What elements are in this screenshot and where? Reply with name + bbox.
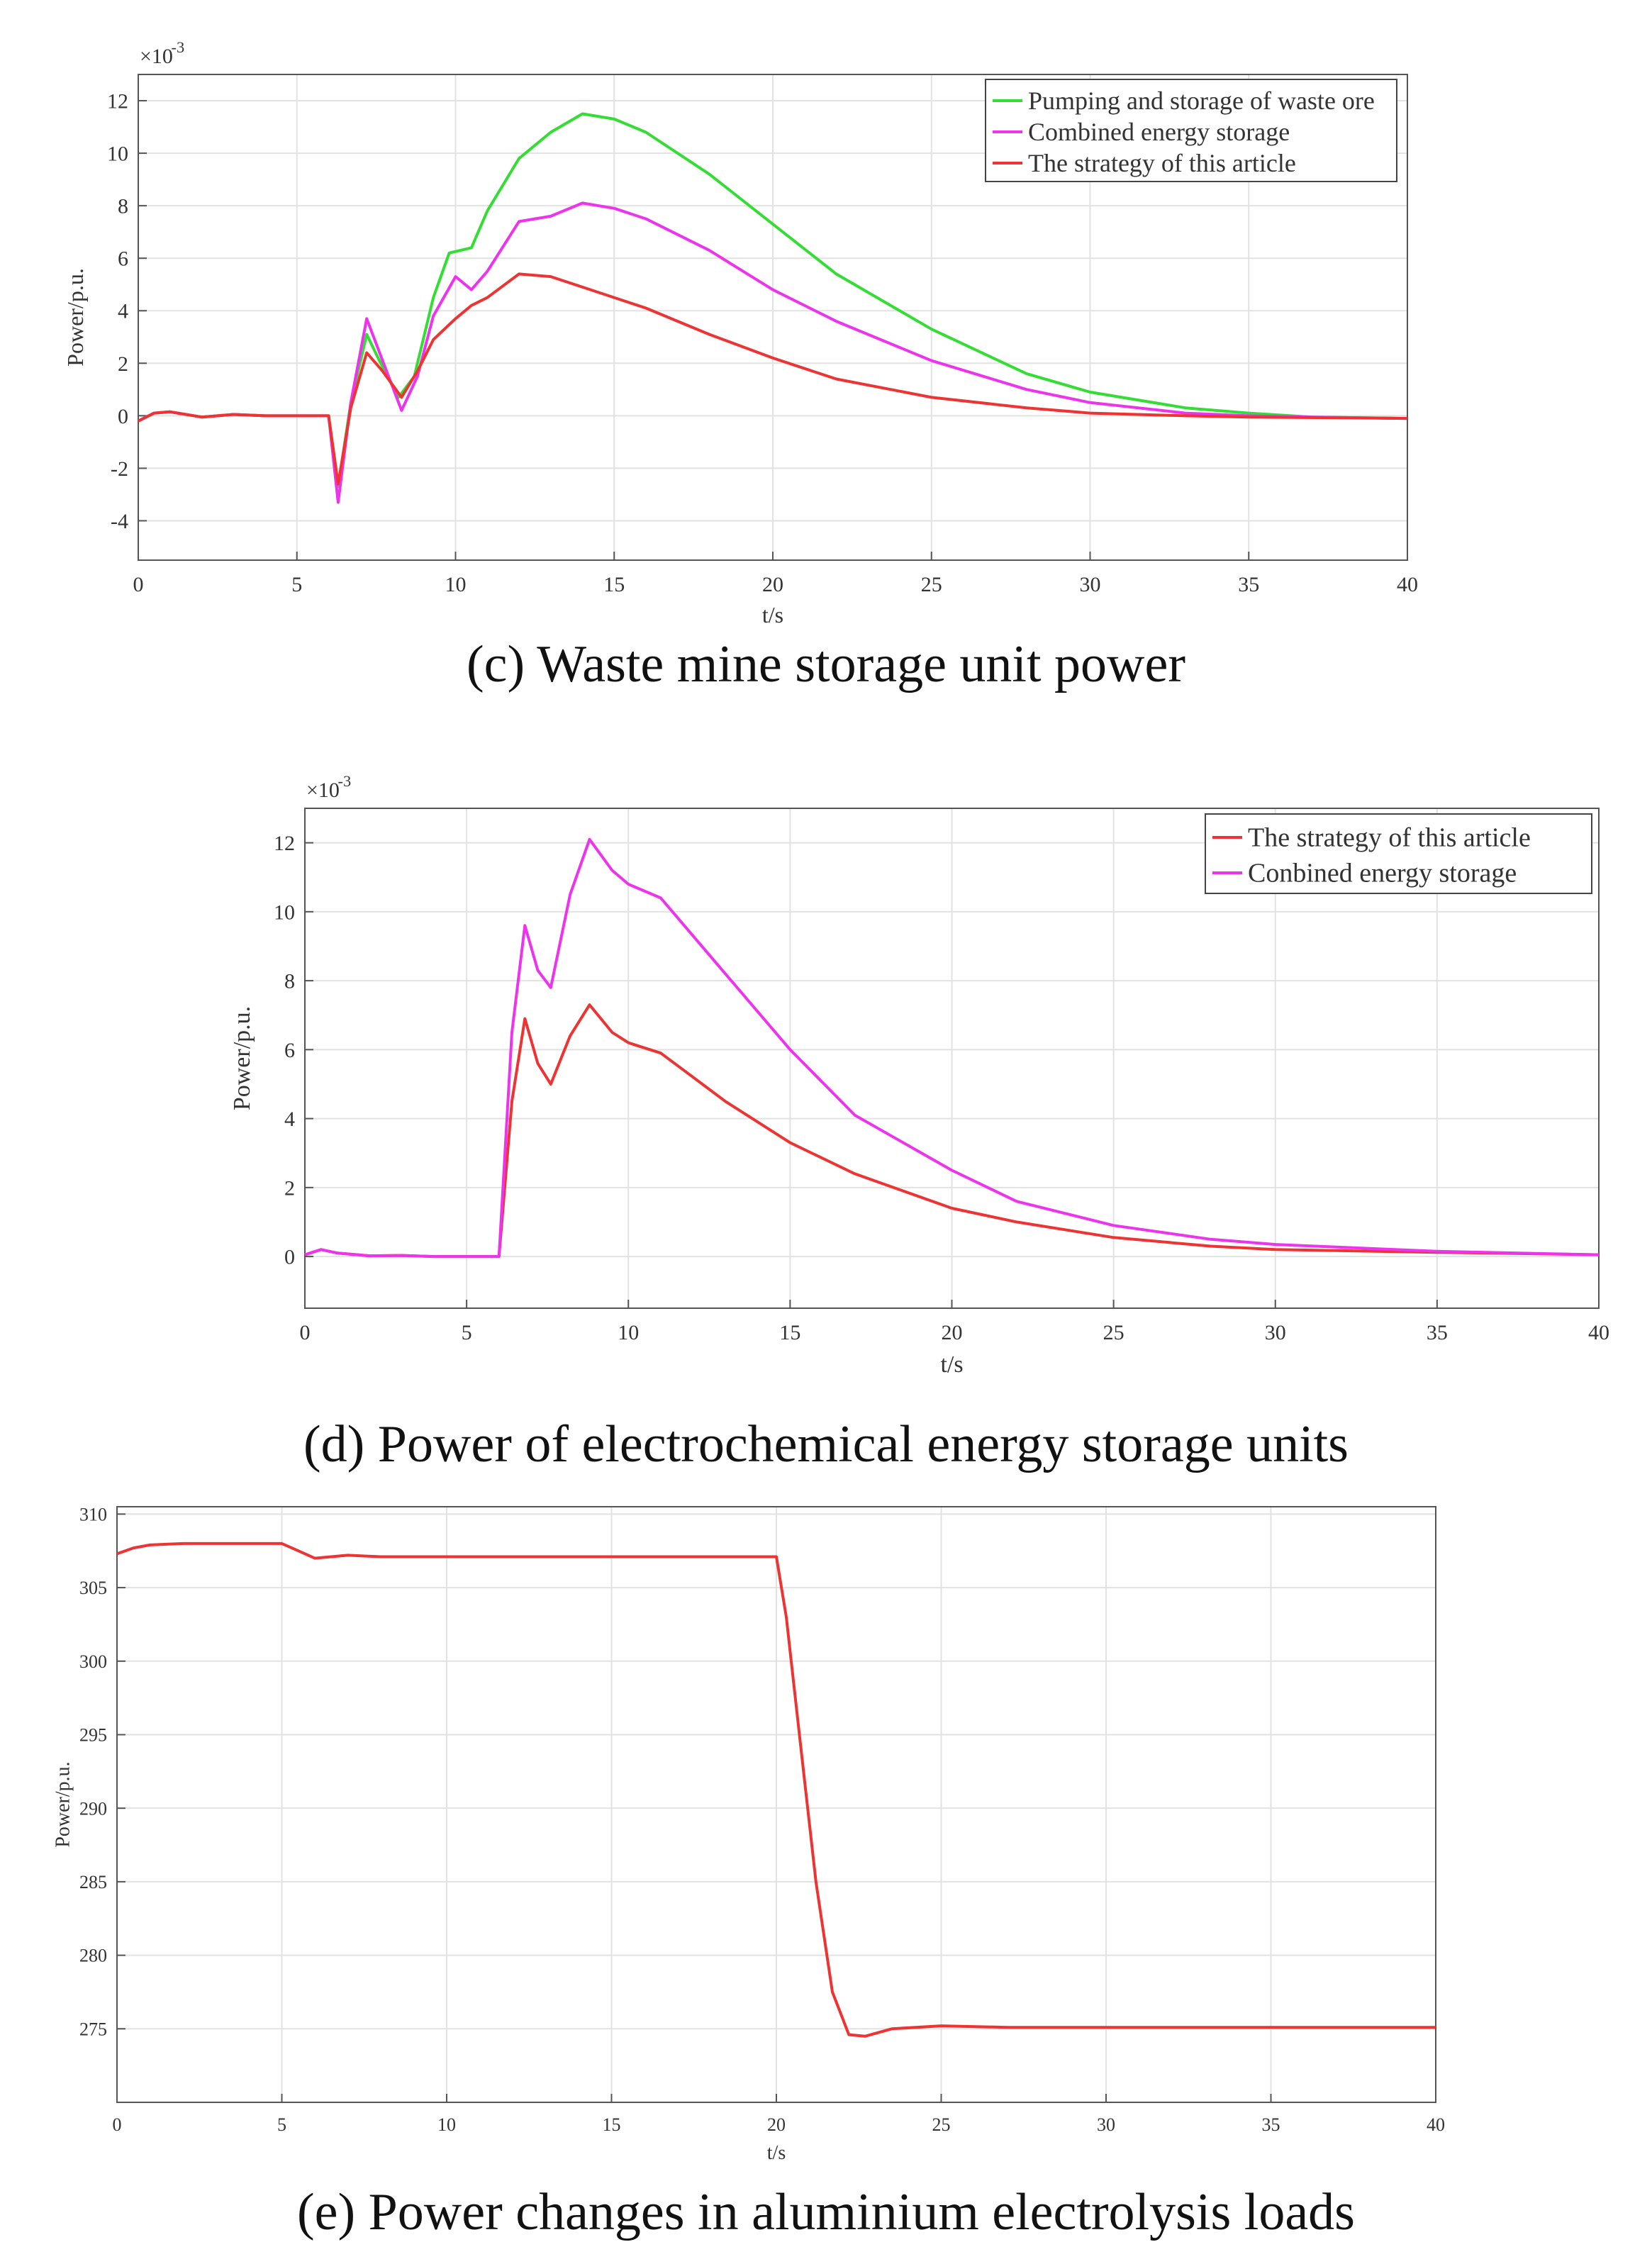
y-tick-label: 12 (274, 832, 295, 855)
legend-label: Combined energy storage (1028, 118, 1290, 146)
x-tick-label: 0 (300, 1321, 311, 1344)
panel-e: 0 5 10 15 20 25 30 35 40 275 280 285 290 295 300 305 310… (0, 1496, 1652, 2264)
series-line-3 (138, 272, 1408, 486)
x-tick-label: 5 (291, 573, 302, 596)
x-axis-label: t/s (767, 2142, 786, 2164)
x-tick-label: 15 (603, 2114, 621, 2135)
panel-d: 0 5 10 15 20 25 30 35 40 0 2 4 6 8 10 12 t/s Power/p.u. ×1… (0, 716, 1652, 1496)
x-tick-label: 0 (113, 2114, 122, 2135)
y-tick-label: 8 (284, 970, 295, 993)
x-tick-label: 5 (277, 2114, 286, 2135)
series-line-2 (304, 837, 1600, 1259)
panel-c: 0 5 10 15 20 25 30 35 40 -4 -2 0 2 4 6 8 10 12 t/s Power/p.… (0, 0, 1652, 716)
y-tick-label: 275 (79, 2019, 107, 2039)
x-tick-label: 25 (932, 2114, 951, 2135)
x-tick-label: 20 (942, 1321, 963, 1344)
y-tick-label: -4 (111, 510, 128, 533)
y-tick-label: 8 (118, 195, 128, 218)
x-tick-label: 5 (462, 1321, 472, 1344)
caption-d: (d) Power of electrochemical energy stor… (303, 1415, 1349, 1473)
y-axis-label: Power/p.u. (62, 268, 88, 367)
y-tick-label: 2 (284, 1176, 295, 1200)
legend-label: Conbined energy storage (1248, 859, 1517, 888)
chart-e: 0 5 10 15 20 25 30 35 40 275 280 285 290 295 300 305 310… (52, 1504, 1445, 2164)
x-axis-label: t/s (940, 1351, 963, 1378)
x-tick-label: 10 (618, 1321, 639, 1344)
x-tick-label: 15 (603, 573, 625, 596)
x-tick-label: 35 (1427, 1321, 1448, 1344)
x-axis-label: t/s (762, 602, 783, 628)
x-tick-label: 30 (1097, 2114, 1115, 2135)
legend-box (985, 79, 1397, 182)
exponent-label: ×10 (306, 779, 340, 802)
y-tick-label: 4 (284, 1108, 295, 1131)
y-tick-label: 280 (79, 1946, 107, 1966)
y-tick-label: 300 (79, 1651, 107, 1672)
x-tick-label: 35 (1238, 573, 1259, 596)
legend-box (1205, 813, 1592, 894)
legend-label: The strategy of this article (1028, 149, 1296, 177)
legend-label: Pumping and storage of waste ore (1028, 87, 1375, 115)
y-tick-label: 10 (107, 143, 128, 166)
x-tick-label: 35 (1262, 2114, 1280, 2135)
y-tick-label: 4 (118, 300, 128, 323)
y-tick-label: 12 (107, 90, 128, 113)
chart-d: 0 5 10 15 20 25 30 35 40 0 2 4 6 8 10 12 t/s Power/p.u. ×1… (229, 772, 1609, 1378)
y-tick-label: 295 (79, 1725, 107, 1746)
x-tick-label: 20 (767, 2114, 786, 2135)
y-axis-label: Power/p.u. (229, 1006, 255, 1110)
y-tick-label: -2 (111, 457, 128, 481)
y-tick-label: 0 (284, 1246, 295, 1269)
x-tick-label: 10 (445, 573, 467, 596)
y-tick-label: 10 (274, 900, 295, 924)
y-tick-label: 285 (79, 1872, 107, 1892)
x-tick-label: 25 (1103, 1321, 1124, 1344)
y-tick-label: 6 (118, 247, 128, 271)
caption-c: (c) Waste mine storage unit power (467, 635, 1185, 693)
y-tick-label: 310 (79, 1504, 107, 1524)
exponent-power: -3 (338, 772, 352, 790)
x-tick-label: 40 (1397, 573, 1418, 596)
y-axis-label: Power/p.u. (52, 1761, 74, 1847)
y-tick-label: 305 (79, 1578, 107, 1598)
x-tick-label: 30 (1265, 1321, 1286, 1344)
x-tick-label: 25 (921, 573, 942, 596)
y-tick-label: 2 (118, 352, 128, 376)
exponent-label: ×10 (140, 45, 173, 68)
x-tick-label: 20 (762, 573, 783, 596)
series-line-1 (116, 1541, 1436, 2038)
legend-label: The strategy of this article (1248, 823, 1531, 853)
caption-e: (e) Power changes in aluminium electroly… (297, 2183, 1355, 2241)
y-tick-label: 6 (284, 1039, 295, 1062)
x-tick-label: 0 (133, 573, 144, 596)
x-tick-label: 40 (1427, 2114, 1445, 2135)
x-tick-label: 40 (1588, 1321, 1609, 1344)
x-tick-label: 30 (1080, 573, 1101, 596)
y-tick-label: 0 (118, 405, 128, 428)
chart-c: 0 5 10 15 20 25 30 35 40 -4 -2 0 2 4 6 8 10 12 t/s Power/p.… (62, 38, 1418, 628)
x-tick-label: 10 (437, 2114, 456, 2135)
exponent-power: -3 (172, 38, 185, 56)
x-tick-label: 15 (779, 1321, 800, 1344)
y-tick-label: 290 (79, 1798, 107, 1819)
